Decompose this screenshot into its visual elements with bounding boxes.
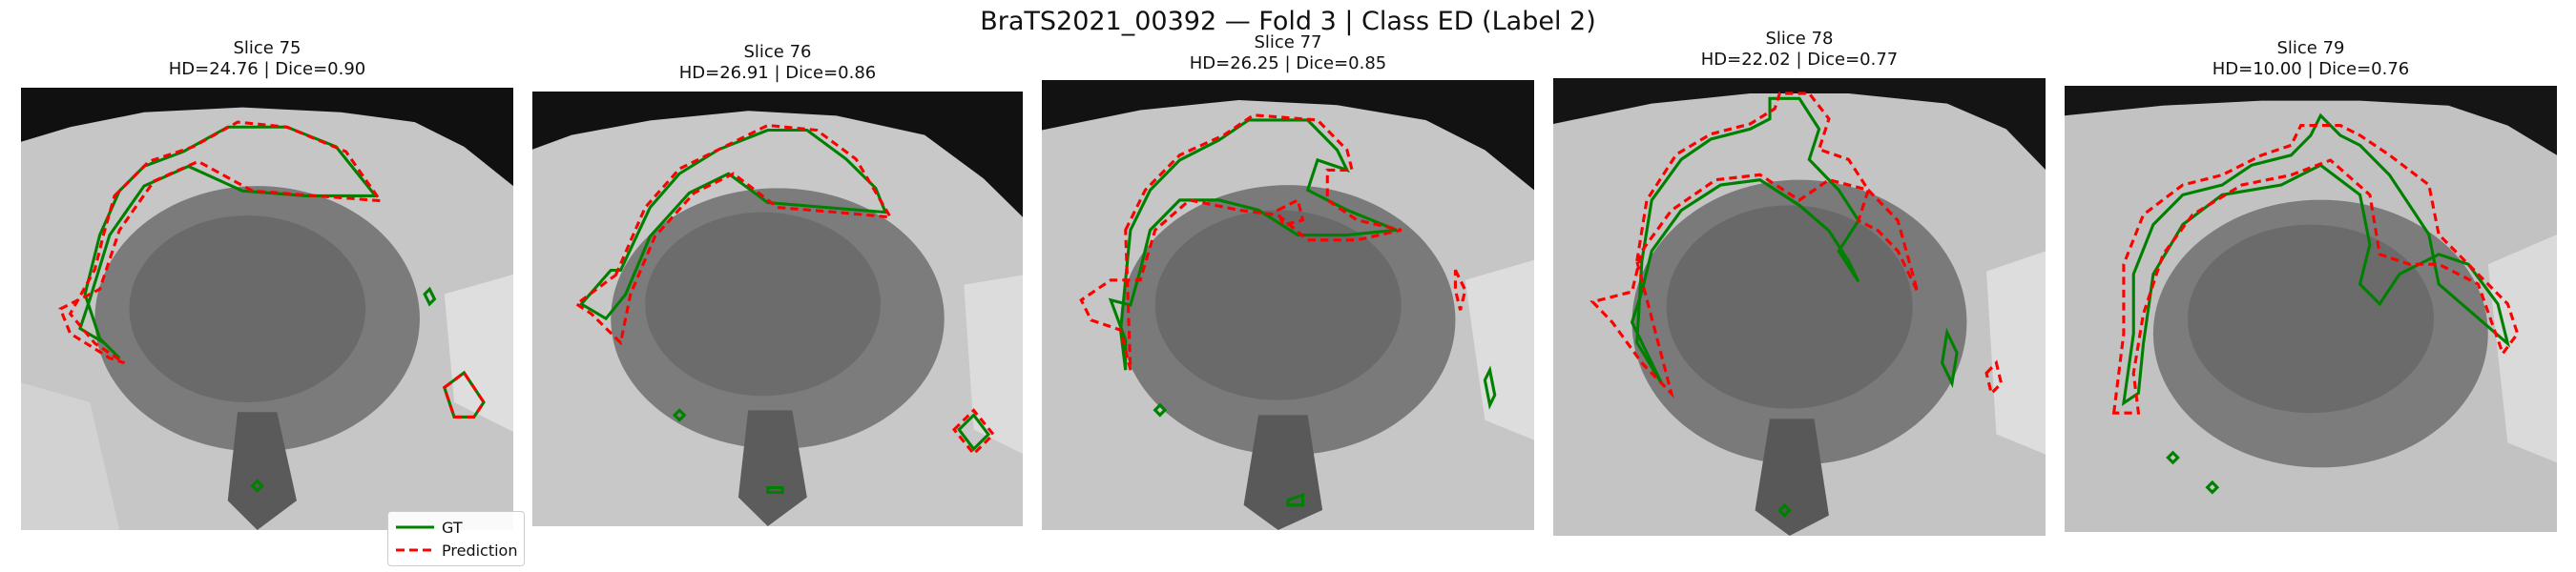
- pred-contour: [1079, 113, 1402, 371]
- legend-entry-gt: GT: [396, 517, 463, 538]
- gt-contour: [1630, 96, 1860, 384]
- panel-title-slice: Slice 75: [233, 38, 301, 58]
- gt-contour: [1483, 365, 1497, 410]
- gt-contour: [1286, 493, 1305, 507]
- gt-contour: [1153, 402, 1168, 418]
- legend-label-gt: GT: [442, 518, 463, 537]
- gt-contour: [1941, 327, 1959, 389]
- mri-slice-image: [2065, 86, 2557, 532]
- pred-contour: [1453, 269, 1467, 311]
- pred-contour: [1984, 359, 2004, 397]
- slice-panel-77: Slice 77 HD=26.25 | Dice=0.85: [1042, 32, 1534, 534]
- pred-contour: [1589, 92, 1920, 399]
- legend-label-prediction: Prediction: [442, 541, 518, 560]
- panel-title-slice: Slice 79: [2276, 38, 2345, 58]
- mri-slice-image: [21, 88, 513, 530]
- figure-title: BraTS2021_00392 — Fold 3 | Class ED (Lab…: [980, 7, 1596, 36]
- slice-panel-78: Slice 78 HD=22.02 | Dice=0.77: [1553, 29, 2046, 538]
- gt-contour: [957, 413, 991, 452]
- pred-contour: [442, 370, 486, 419]
- gt-contour: [1777, 502, 1792, 518]
- panel-title-metrics: HD=22.02 | Dice=0.77: [1700, 50, 1899, 70]
- panel-title-slice: Slice 78: [1765, 29, 1834, 49]
- mri-slice-image: [1042, 80, 1534, 530]
- gt-contour: [672, 408, 687, 422]
- mri-slice-image: [1553, 78, 2046, 536]
- slice-panel-75: Slice 75 HD=24.76 | Dice=0.90 GT Predict…: [21, 38, 525, 566]
- panel-title-slice: Slice 77: [1254, 32, 1322, 52]
- pred-contour: [2111, 124, 2520, 415]
- panel-title-metrics: HD=26.91 | Dice=0.86: [678, 63, 877, 83]
- slice-panel-76: Slice 76 HD=26.91 | Dice=0.86: [532, 38, 1023, 534]
- gt-contour: [2166, 450, 2180, 465]
- slice-panel-79: Slice 79 HD=10.00 | Dice=0.76: [2065, 38, 2557, 534]
- gt-contour: [250, 479, 265, 493]
- mri-slice-image: [532, 92, 1023, 526]
- pred-contour: [951, 408, 996, 457]
- panel-title-metrics: HD=26.25 | Dice=0.85: [1189, 53, 1387, 73]
- gt-contour: [2205, 480, 2220, 495]
- panel-title-metrics: HD=10.00 | Dice=0.76: [2212, 59, 2410, 79]
- legend-entry-prediction: Prediction: [396, 540, 517, 561]
- gt-contour: [423, 286, 437, 307]
- gt-contour: [2121, 112, 2511, 407]
- gt-line-icon: [396, 525, 434, 529]
- pred-contour: [573, 123, 894, 346]
- legend: GT Prediction: [387, 511, 525, 566]
- pred-contour: [1276, 197, 1305, 227]
- prediction-dashed-line-icon: [396, 548, 434, 552]
- pred-contour: [58, 120, 384, 365]
- panel-title-metrics: HD=24.76 | Dice=0.90: [168, 59, 366, 79]
- panel-title-slice: Slice 76: [743, 42, 812, 62]
- gt-contour: [766, 485, 784, 495]
